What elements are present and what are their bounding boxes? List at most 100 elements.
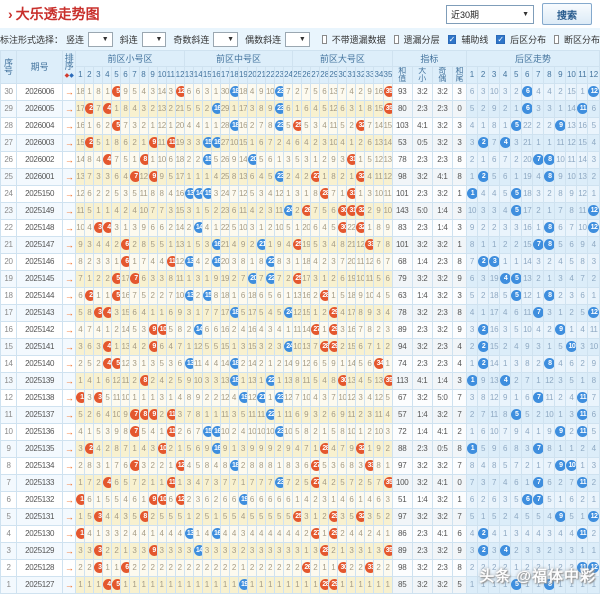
row-detail-arrow-icon[interactable]: → xyxy=(62,491,77,509)
row-detail-arrow-icon[interactable]: → xyxy=(62,202,77,220)
search-button[interactable]: 搜索 xyxy=(542,3,592,25)
front-miss-cell: 9 xyxy=(219,440,230,458)
front-miss-cell: 2 xyxy=(111,236,122,254)
front-miss-cell: 7 xyxy=(373,474,384,492)
front-miss-cell: 4 xyxy=(75,423,86,441)
front-miss-cell: 5 xyxy=(255,508,267,526)
seq-cell: 19 xyxy=(0,270,18,288)
front-miss-cell: 9 xyxy=(147,321,158,339)
sum-tail-cell: 7 xyxy=(451,508,467,526)
row-detail-arrow-icon[interactable]: → xyxy=(62,134,77,152)
checkbox-3[interactable]: ✓ xyxy=(496,34,506,44)
col-header-sort[interactable]: 排序 ◆◆ xyxy=(62,50,77,84)
front-miss-cell: 3 xyxy=(129,542,140,560)
checkbox-0[interactable] xyxy=(321,34,327,44)
back-miss-cell: 4 xyxy=(499,474,512,492)
row-detail-arrow-icon[interactable]: → xyxy=(62,559,77,577)
checkbox-2[interactable]: ✓ xyxy=(447,34,457,44)
row-detail-arrow-icon[interactable]: → xyxy=(62,321,77,339)
annotation-controls-bar: 标注形式选择： 竖连 ▼ 斜连 ▼ 奇数斜连 ▼ 偶数斜连 ▼ 不带遗漏数据 遗漏分层 ✓ 辅助线 ✓ 后… xyxy=(0,28,600,50)
back-miss-cell: 1 xyxy=(576,508,589,526)
back-miss-cell: 7 xyxy=(465,253,479,271)
line-style-select-2[interactable]: ▼ xyxy=(213,31,239,47)
row-detail-arrow-icon[interactable]: → xyxy=(62,474,77,492)
front-miss-cell: 3 xyxy=(228,406,239,424)
period-range-select[interactable]: 近30期 ▼ xyxy=(446,4,534,24)
row-detail-arrow-icon[interactable]: → xyxy=(62,440,77,458)
front-miss-cell: 8 xyxy=(138,372,149,390)
back-miss-cell: 1 xyxy=(576,457,589,475)
sum-cell: 89 xyxy=(391,321,413,339)
checkbox-4[interactable] xyxy=(554,34,559,44)
line-style-select-0[interactable]: ▼ xyxy=(88,31,113,47)
back-miss-cell: 4 xyxy=(554,253,567,271)
checkbox-1[interactable] xyxy=(393,34,399,44)
front-miss-cell: 7 xyxy=(283,474,294,492)
back-miss-cell: 2 xyxy=(477,525,490,543)
row-detail-arrow-icon[interactable]: → xyxy=(62,83,77,101)
back-miss-cell: 5 xyxy=(510,185,523,203)
seq-cell: 21 xyxy=(0,236,18,254)
front-miss-cell: 9 xyxy=(147,338,158,356)
row-detail-arrow-icon[interactable]: → xyxy=(62,542,77,560)
col-header-large-29: 29 xyxy=(328,66,339,84)
row-detail-arrow-icon[interactable]: → xyxy=(62,100,77,118)
period-cell: 2025132 xyxy=(16,491,64,509)
back-miss-cell: 1 xyxy=(477,236,490,254)
front-miss-cell: 5 xyxy=(192,236,203,254)
front-miss-cell: 14 xyxy=(237,151,248,169)
line-style-select-3[interactable]: ▼ xyxy=(285,31,310,47)
row-detail-arrow-icon[interactable]: → xyxy=(62,338,77,356)
row-detail-arrow-icon[interactable]: → xyxy=(62,168,77,186)
front-miss-cell: 12 xyxy=(346,389,357,407)
row-detail-arrow-icon[interactable]: → xyxy=(62,185,77,203)
front-drawn-ball: 4 xyxy=(103,154,111,166)
back-drawn-ball: 8 xyxy=(544,239,554,251)
row-detail-arrow-icon[interactable]: → xyxy=(62,355,77,373)
row-detail-arrow-icon[interactable]: → xyxy=(62,253,77,271)
row-detail-arrow-icon[interactable]: → xyxy=(62,576,77,594)
front-miss-cell: 35 xyxy=(382,542,393,560)
row-detail-arrow-icon[interactable]: → xyxy=(62,287,77,305)
big-small-ratio-cell: 1:4 xyxy=(411,491,433,509)
row-detail-arrow-icon[interactable]: → xyxy=(62,117,77,135)
front-miss-cell: 1 xyxy=(75,389,86,407)
front-miss-cell: 1 xyxy=(355,100,366,118)
row-detail-arrow-icon[interactable]: → xyxy=(62,457,77,475)
front-miss-cell: 5 xyxy=(174,372,185,390)
row-detail-arrow-icon[interactable]: → xyxy=(62,423,77,441)
row-detail-arrow-icon[interactable]: → xyxy=(62,406,77,424)
front-miss-cell: 8 xyxy=(246,457,258,475)
front-miss-cell: 6 xyxy=(255,287,267,305)
front-miss-cell: 28 xyxy=(319,576,330,594)
big-small-ratio-cell: 2:3 xyxy=(411,321,433,339)
sort-desc-icon[interactable]: ◆ xyxy=(69,73,74,79)
row-detail-arrow-icon[interactable]: → xyxy=(62,304,77,322)
back-miss-cell: 2 xyxy=(576,355,589,373)
front-miss-cell: 1 xyxy=(246,576,258,594)
front-miss-cell: 6 xyxy=(201,321,212,339)
back-miss-cell: 3 xyxy=(554,542,567,560)
row-detail-arrow-icon[interactable]: → xyxy=(62,219,77,237)
row-detail-arrow-icon[interactable]: → xyxy=(62,151,77,169)
row-detail-arrow-icon[interactable]: → xyxy=(62,372,77,390)
row-detail-arrow-icon[interactable]: → xyxy=(62,508,77,526)
sort-asc-icon[interactable]: ◆ xyxy=(64,73,70,79)
row-detail-arrow-icon[interactable]: → xyxy=(62,236,77,254)
front-drawn-ball: 22 xyxy=(266,375,274,387)
row-detail-arrow-icon[interactable]: → xyxy=(62,525,77,543)
sum-cell: 57 xyxy=(391,406,413,424)
front-miss-cell: 2 xyxy=(219,559,230,577)
table-row: 6 2025132 → 1 6 1 5 5 4 6 1 9 10 6 12 2 3 6 2 6 6 19 6 6 6 6 6 1 4 2 3… xyxy=(0,491,600,509)
front-miss-cell: 12 xyxy=(328,100,339,118)
back-miss-cell: 3 xyxy=(532,542,545,560)
back-drawn-ball: 10 xyxy=(566,341,576,353)
line-style-select-1[interactable]: ▼ xyxy=(141,31,167,47)
front-miss-cell: 8 xyxy=(255,457,267,475)
front-miss-cell: 8 xyxy=(364,321,375,339)
row-detail-arrow-icon[interactable]: → xyxy=(62,389,77,407)
front-miss-cell: 26 xyxy=(301,559,312,577)
front-miss-cell: 6 xyxy=(183,423,194,441)
front-miss-cell: 3 xyxy=(75,338,86,356)
row-detail-arrow-icon[interactable]: → xyxy=(62,270,77,288)
